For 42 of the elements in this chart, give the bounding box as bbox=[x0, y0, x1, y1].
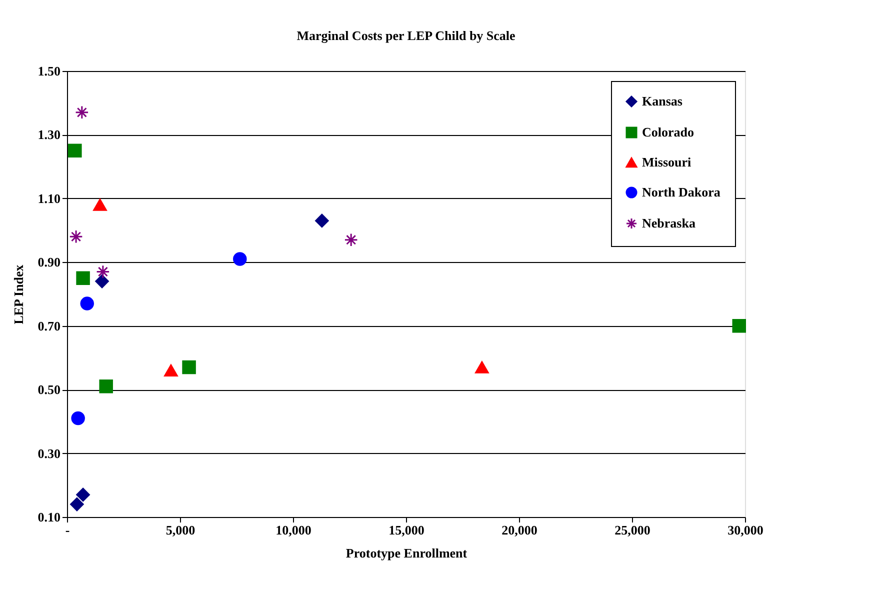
y-axis-title: LEP Index bbox=[10, 264, 26, 324]
point bbox=[95, 274, 109, 288]
point bbox=[69, 230, 83, 244]
point bbox=[344, 232, 358, 247]
y-tick-label: 1.50 bbox=[38, 64, 60, 78]
point bbox=[75, 106, 89, 120]
x-tick-label: - bbox=[65, 522, 70, 538]
x-tick-label: 10,000 bbox=[276, 522, 312, 538]
point bbox=[182, 360, 196, 374]
y-tick-label: 0.70 bbox=[38, 318, 60, 334]
y-tick-label: 0.50 bbox=[38, 382, 60, 398]
point bbox=[96, 264, 110, 279]
point bbox=[76, 271, 90, 285]
point bbox=[475, 361, 489, 374]
x-axis-title: Prototype Enrollment bbox=[346, 546, 468, 560]
point bbox=[70, 497, 84, 512]
y-tick-label: 0.10 bbox=[38, 510, 60, 524]
point bbox=[315, 214, 329, 228]
point bbox=[68, 144, 82, 158]
point bbox=[732, 318, 746, 333]
y-tick-label: 0.90 bbox=[38, 254, 60, 270]
point bbox=[93, 198, 107, 211]
x-tick-label: 25,000 bbox=[614, 522, 650, 538]
point bbox=[99, 380, 113, 394]
y-tick-label: 1.30 bbox=[38, 127, 60, 142]
legend-label: Nebraska bbox=[642, 216, 696, 230]
legend-label: Colorado bbox=[642, 124, 694, 140]
point bbox=[80, 296, 94, 310]
y-tick-label: 1.10 bbox=[38, 190, 60, 206]
x-tick-label: 5,000 bbox=[166, 522, 196, 538]
x-tick-label: 20,000 bbox=[502, 522, 538, 538]
point bbox=[71, 411, 85, 426]
legend-label: Missouri bbox=[642, 154, 692, 170]
legend-label: North Dakora bbox=[642, 184, 721, 200]
point bbox=[233, 252, 247, 266]
point bbox=[76, 488, 90, 502]
chart-title: Marginal Costs per LEP Child by Scale bbox=[296, 28, 516, 43]
legend-label: Kansas bbox=[642, 94, 682, 108]
y-tick-label: 0.30 bbox=[38, 446, 60, 461]
x-tick-label: 15,000 bbox=[388, 522, 424, 538]
x-tick-label: 30,000 bbox=[728, 522, 764, 538]
point bbox=[164, 364, 178, 377]
